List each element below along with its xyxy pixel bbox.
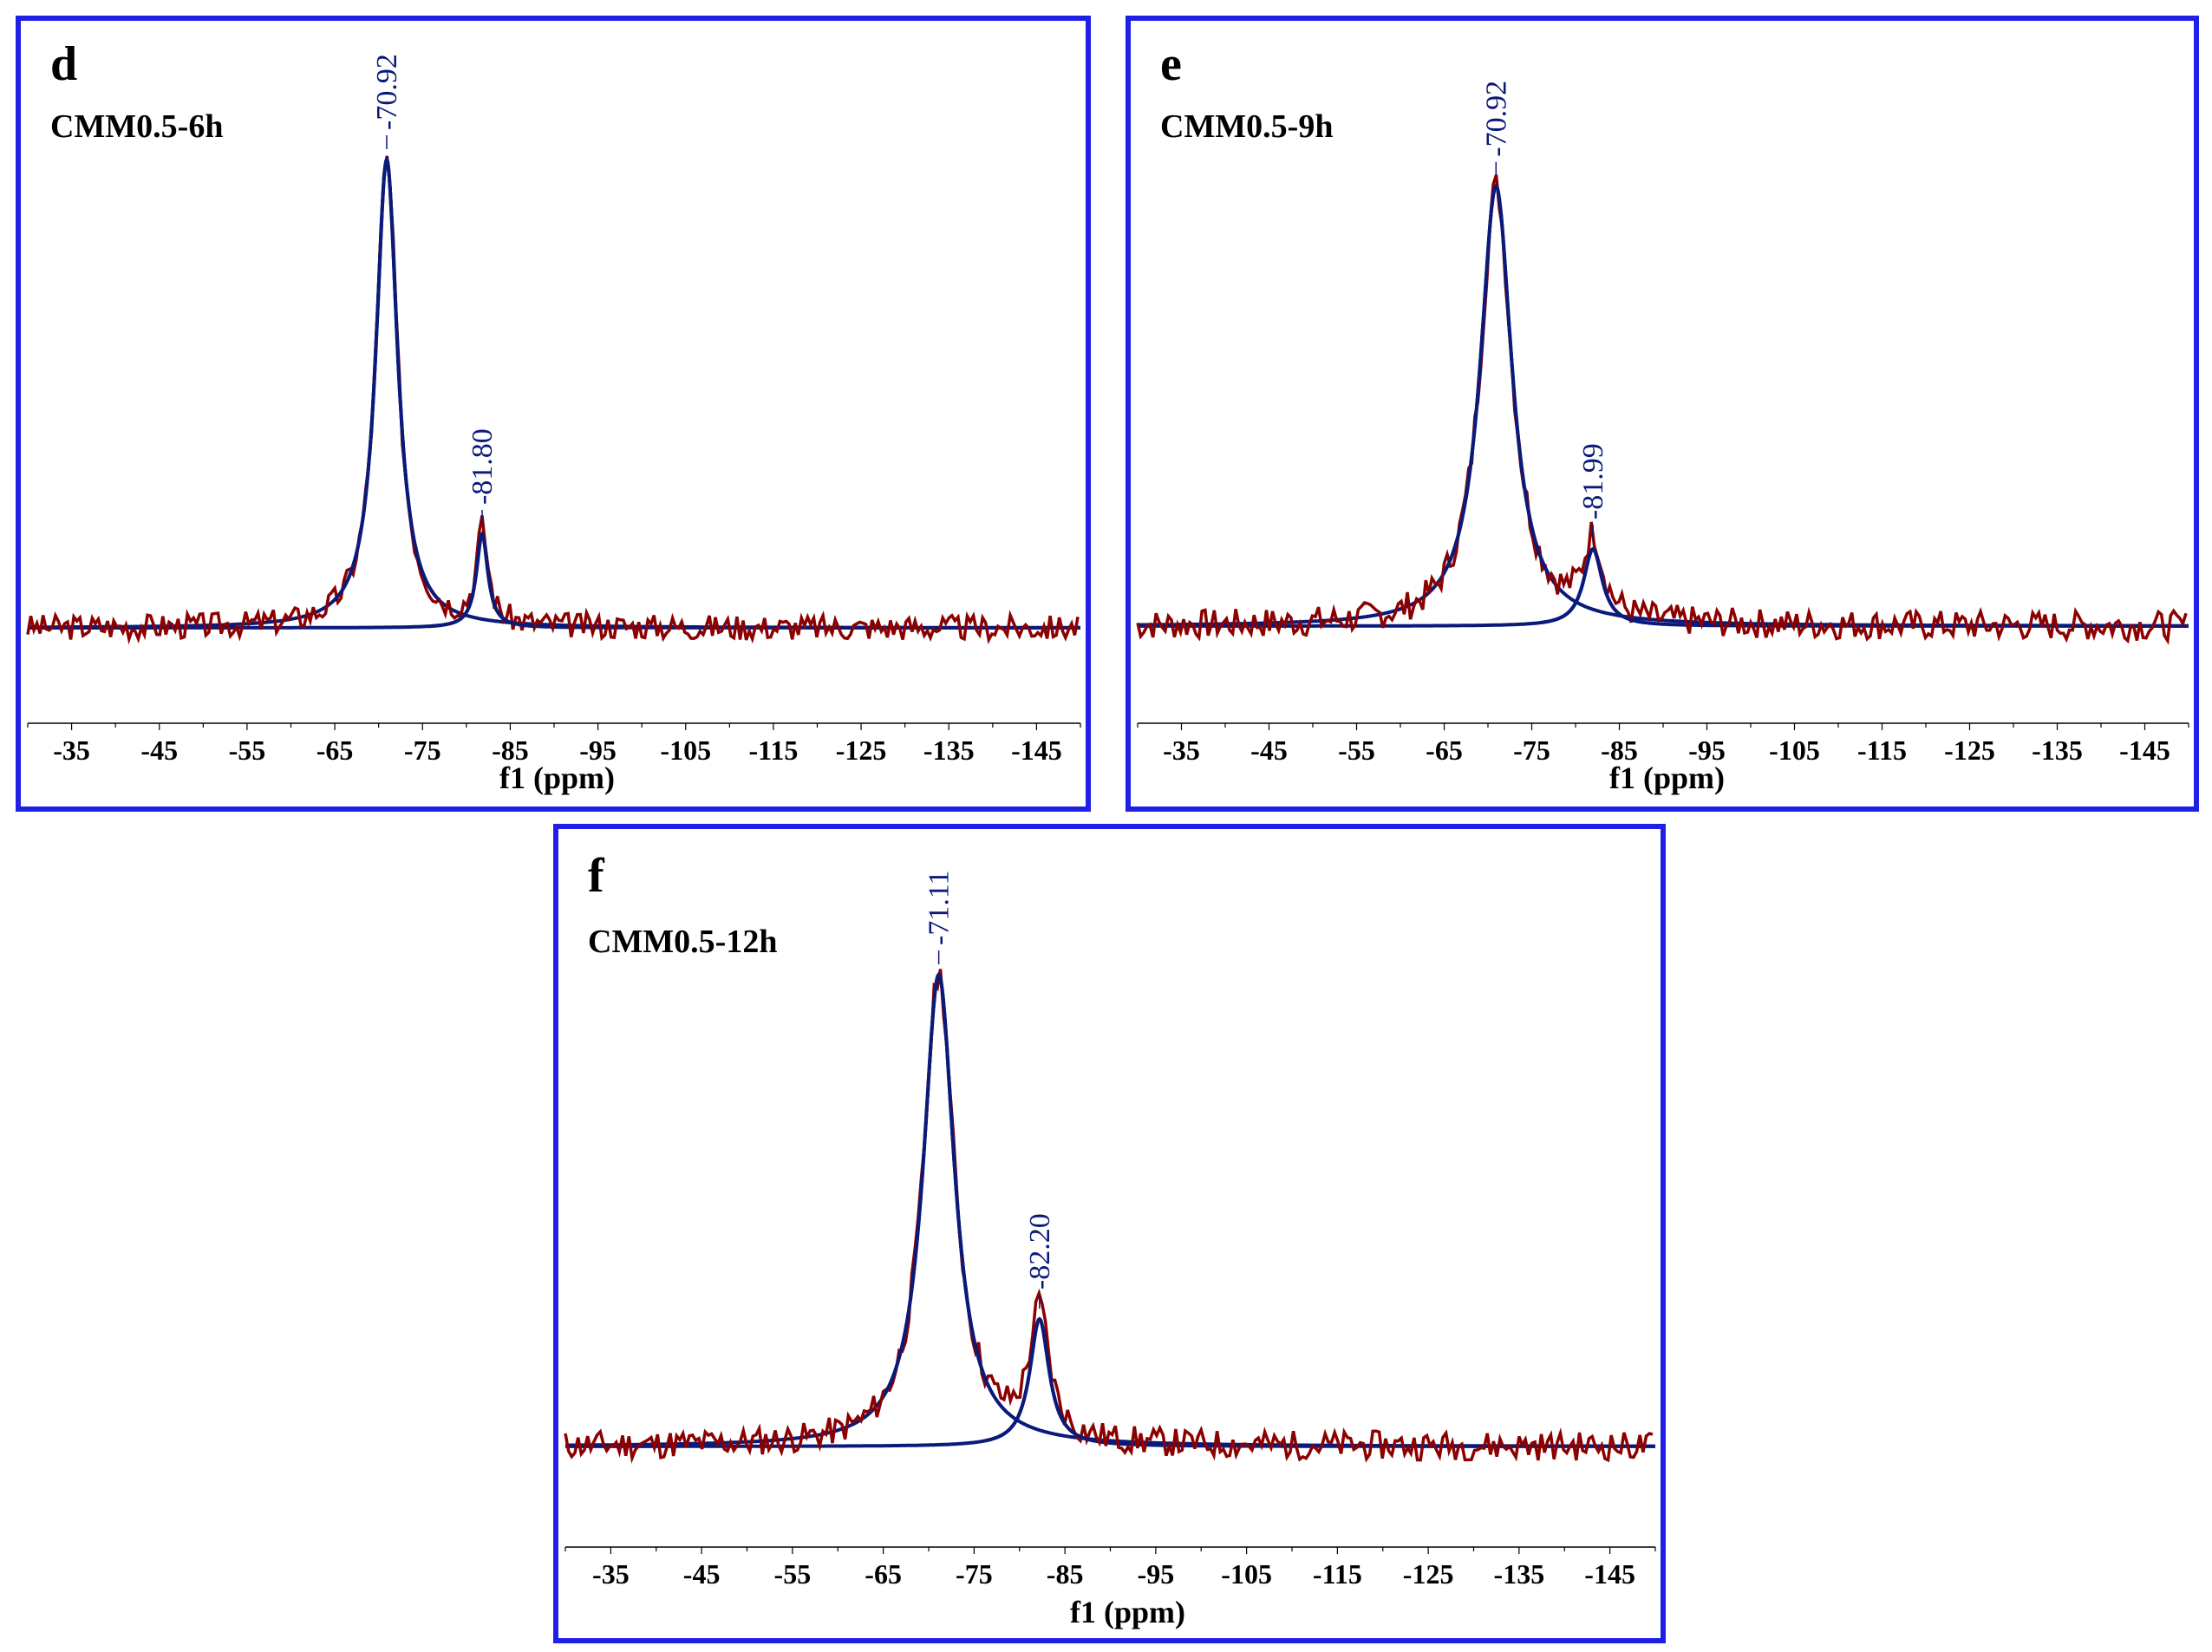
x-tick-label: -45	[1250, 735, 1288, 766]
x-tick-label: -125	[1944, 735, 1995, 766]
fit-peak-curve	[1540, 546, 1646, 624]
x-tick-label: -65	[1426, 735, 1463, 766]
x-tick-label: -95	[1138, 1558, 1175, 1590]
fit-component-curve	[1138, 183, 2189, 628]
x-tick-label: -85	[492, 735, 529, 766]
x-tick-label: -105	[660, 735, 711, 766]
x-tick-label: -75	[404, 735, 441, 766]
sample-label: CMM0.5-12h	[588, 924, 778, 960]
x-tick-label: -115	[1313, 1558, 1362, 1590]
fit-component-curve	[565, 1316, 1655, 1448]
x-tick-label: -55	[774, 1558, 812, 1590]
x-tick-label: -95	[579, 735, 617, 766]
x-tick-label: -95	[1688, 735, 1726, 766]
panel-letter: e	[1160, 37, 1182, 91]
spectrum-plot: -35 -45 -55 -65 -75 -85 -95 -105 -115 -125 -135 -14…	[564, 870, 1656, 1590]
sample-label: CMM0.5-9h	[1160, 108, 1334, 145]
x-axis-title: f1 (ppm)	[499, 761, 615, 795]
x-tick-label: -65	[865, 1558, 902, 1590]
panel-letter: d	[50, 37, 78, 91]
x-tick-label: -125	[836, 735, 887, 766]
peak-label: -70.92	[371, 54, 403, 130]
peak-label: -81.99	[1577, 443, 1609, 519]
x-tick-label: -135	[2032, 735, 2083, 766]
spectrum-panel-f: -35 -45 -55 -65 -75 -85 -95 -105 -115 -125 -135 -14…	[553, 824, 1666, 1643]
x-tick-label: -65	[316, 735, 354, 766]
x-tick-label: -35	[53, 735, 90, 766]
peak-label: -70.92	[1480, 81, 1512, 157]
fit-component-curve	[28, 531, 1080, 630]
sample-label: CMM0.5-6h	[50, 108, 224, 145]
x-tick-label: -85	[1047, 1558, 1084, 1590]
x-tick-label: -145	[1011, 735, 1062, 766]
x-tick-label: -135	[1494, 1558, 1545, 1590]
fit-peak-curve	[883, 971, 995, 1396]
x-tick-label: -35	[1163, 735, 1200, 766]
x-tick-label: -35	[592, 1558, 630, 1590]
x-tick-label: -45	[683, 1558, 721, 1590]
peak-label: -81.80	[467, 428, 499, 505]
fit-component-curve	[565, 971, 1655, 1448]
x-tick-label: -115	[748, 735, 798, 766]
fit-component-curve	[28, 155, 1080, 630]
x-tick-label: -55	[229, 735, 266, 766]
x-axis-title: f1 (ppm)	[1070, 1595, 1185, 1629]
x-tick-label: -55	[1338, 735, 1375, 766]
x-tick-label: -75	[956, 1558, 993, 1590]
spectrum-panel-d: -35 -45 -55 -65 -75 -85 -95 -105 -115 -125 -135 -14…	[16, 16, 1091, 812]
fit-peak-curve	[332, 154, 441, 602]
spectrum-panel-e: -35 -45 -55 -65 -75 -85 -95 -105 -115 -125 -135 -14…	[1126, 16, 2199, 812]
x-tick-label: -145	[1584, 1558, 1635, 1590]
experimental-spectrum-line	[1136, 174, 2188, 645]
peak-label: -82.20	[1024, 1213, 1056, 1290]
x-tick-label: -105	[1221, 1558, 1272, 1590]
spectrum-plot: -35 -45 -55 -65 -75 -85 -95 -105 -115 -125 -135 -14…	[1136, 81, 2189, 766]
experimental-spectrum-line	[26, 155, 1080, 645]
fit-peak-curve	[984, 1316, 1094, 1443]
experimental-spectrum-line	[564, 969, 1654, 1464]
x-tick-label: -105	[1769, 735, 1820, 766]
peak-label: -71.11	[923, 870, 956, 945]
x-axis-title: f1 (ppm)	[1609, 761, 1725, 795]
panel-letter: f	[588, 849, 604, 903]
fit-peak-curve	[429, 531, 535, 629]
x-tick-label: -75	[1513, 735, 1550, 766]
spectrum-plot: -35 -45 -55 -65 -75 -85 -95 -105 -115 -125 -135 -14…	[26, 54, 1081, 766]
x-tick-label: -145	[2119, 735, 2170, 766]
x-tick-label: -135	[923, 735, 975, 766]
fit-peak-curve	[1441, 183, 1550, 575]
x-tick-label: -85	[1601, 735, 1638, 766]
x-tick-label: -125	[1403, 1558, 1454, 1590]
x-tick-label: -115	[1857, 735, 1907, 766]
x-tick-label: -45	[140, 735, 178, 766]
